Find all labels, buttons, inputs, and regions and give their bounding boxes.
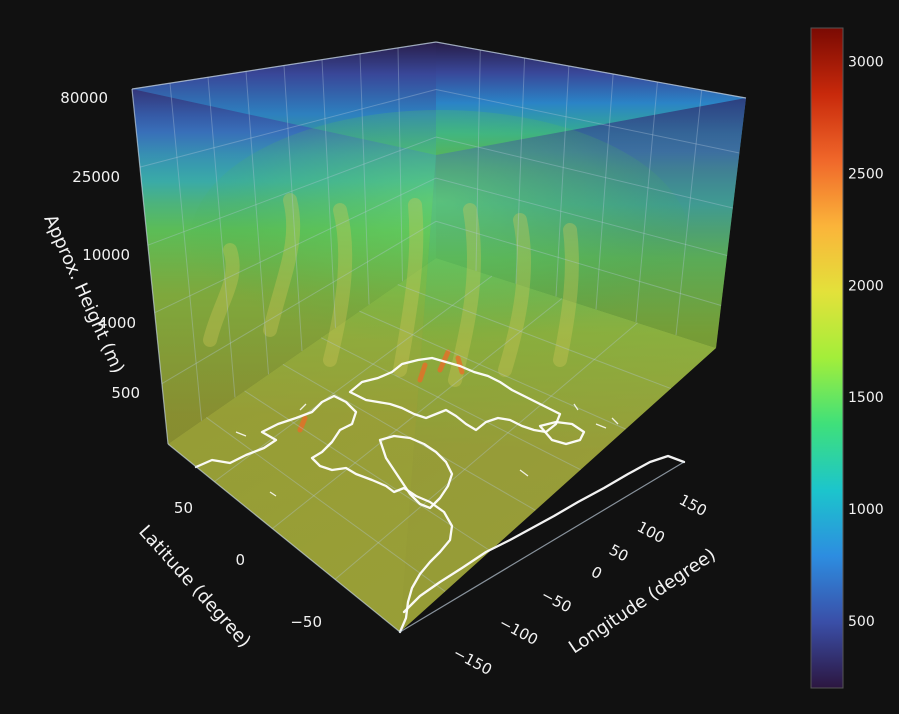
grid-line-vertical <box>397 47 403 282</box>
plume-streaks <box>203 193 579 387</box>
grid-line-latitude <box>334 322 638 580</box>
colorbar: 3000 2500 2000 1500 1000 500 <box>810 27 884 689</box>
grid-line-longitude <box>359 310 626 430</box>
grid-line-latitude <box>272 298 563 529</box>
grid-line-height <box>161 220 437 385</box>
height-tick-label: 4000 <box>98 314 136 332</box>
longitude-tick-label: −50 <box>538 586 574 617</box>
latitude-axis-title: Latitude (degree) <box>134 521 255 652</box>
longitude-tick-label: 150 <box>676 491 710 520</box>
grid-line-vertical <box>595 73 614 310</box>
grid-line-longitude <box>244 390 491 552</box>
coastlines <box>194 356 686 634</box>
colorbar-tick-label: 1500 <box>848 390 884 406</box>
colorbar-tick-label: 2000 <box>848 278 884 294</box>
coastline-antarctica <box>402 454 686 614</box>
grid-line-longitude <box>397 284 672 390</box>
longitude-tick-label: 50 <box>606 541 631 566</box>
grid-line-vertical <box>515 57 526 284</box>
grid-line-vertical <box>321 59 336 328</box>
axis-edges <box>131 41 747 633</box>
grid-line-longitude <box>205 417 446 592</box>
grid-line-vertical <box>245 71 269 375</box>
colorbar-tick-label: 2500 <box>848 166 884 182</box>
height-tick-label: 25000 <box>72 168 120 186</box>
longitude-axis-title: Longitude (degree) <box>565 544 720 658</box>
grid-line-height <box>154 177 437 314</box>
colorbar-gradient <box>810 27 844 689</box>
grid-line-vertical <box>359 53 370 305</box>
grid-line-vertical <box>675 89 703 336</box>
longitude-tick-label: 100 <box>634 518 668 547</box>
grid-line-vertical <box>475 49 481 271</box>
longitude-axis-line <box>399 461 685 633</box>
coastline-australia <box>538 420 586 446</box>
latitude-tick-label: 50 <box>174 499 193 517</box>
grid-line-vertical <box>635 81 658 323</box>
grid-line-height <box>435 177 728 256</box>
height-tick-label: 500 <box>111 384 140 402</box>
latitude-axis-line <box>167 443 401 633</box>
height-axis-title: Approx. Height (m) <box>39 211 128 376</box>
volume-body <box>132 42 746 632</box>
grid-line-vertical <box>555 65 570 297</box>
coastline-americas <box>194 394 454 634</box>
height-axis: 80000 25000 10000 4000 500 Approx. Heigh… <box>39 89 140 402</box>
longitude-tick-label: 0 <box>588 563 605 583</box>
longitude-tick-label: −150 <box>450 644 495 679</box>
central-plume <box>190 110 690 370</box>
coastline-africa <box>378 434 454 510</box>
grid-line-longitude <box>320 337 581 471</box>
height-tick-label: 10000 <box>82 246 130 264</box>
height-tick-label: 80000 <box>60 89 108 107</box>
grid-line-vertical <box>169 83 202 421</box>
latitude-tick-label: 0 <box>235 551 245 569</box>
coastline-eurasia <box>348 356 562 434</box>
grid-line-vertical <box>283 65 303 352</box>
colorbar-ticks: 3000 2500 2000 1500 1000 500 <box>848 55 884 630</box>
grid-line-height <box>147 136 437 246</box>
top-left-edge <box>131 41 437 90</box>
height-axis-line <box>131 88 169 445</box>
latitude-tick-label: −50 <box>290 613 322 631</box>
grid-line-height <box>139 89 437 168</box>
colorbar-tick-label: 500 <box>848 614 875 630</box>
top-right-edge <box>435 41 747 99</box>
grid-line-height <box>435 136 733 209</box>
grid-line-vertical <box>207 77 236 398</box>
colorbar-tick-label: 1000 <box>848 502 884 518</box>
grid-line-height <box>435 220 722 306</box>
grid-line-latitude <box>214 275 493 483</box>
colorbar-tick-label: 3000 <box>848 55 884 71</box>
coastline-islands <box>235 403 619 497</box>
longitude-tick-label: −100 <box>496 614 541 649</box>
grid-line-height <box>435 89 740 154</box>
